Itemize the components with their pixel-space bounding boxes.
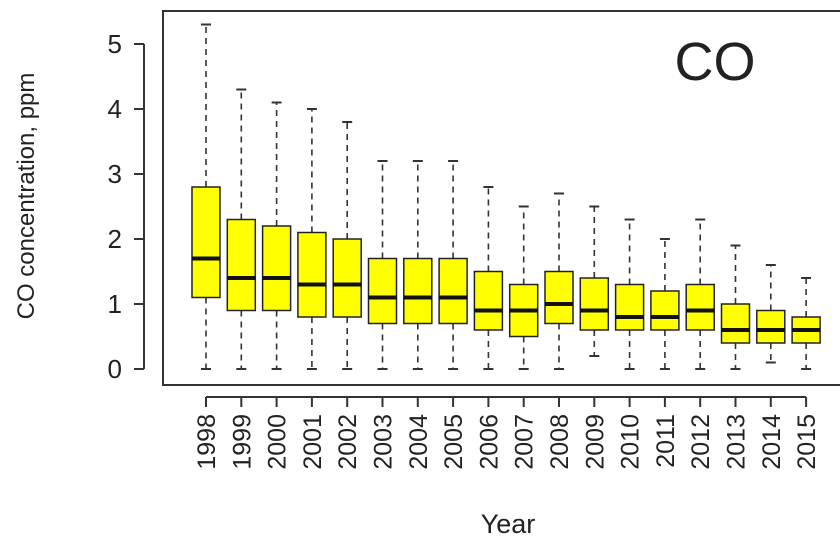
iqr-box <box>403 257 433 325</box>
plot-frame <box>162 10 840 386</box>
x-tick-label: 2004 <box>405 414 433 470</box>
iqr-box <box>614 283 645 331</box>
iqr-box <box>261 225 292 312</box>
x-tick-label: 2001 <box>299 414 327 470</box>
box-2003 <box>367 160 398 370</box>
x-tick-label: 2008 <box>546 414 574 470</box>
box-2008 <box>544 192 574 370</box>
x-tick-label: 2014 <box>758 414 786 470</box>
chart-annotation: CO <box>675 32 756 92</box>
x-tick-label: 2002 <box>334 414 362 470</box>
box-2005 <box>438 160 468 370</box>
x-tick-label: 2010 <box>617 414 645 470</box>
box-2002 <box>332 121 362 370</box>
box-2009 <box>579 205 610 357</box>
box-2006 <box>473 186 504 370</box>
box-1999 <box>226 88 257 370</box>
iqr-box <box>579 277 610 331</box>
box-2001 <box>297 108 327 370</box>
iqr-box <box>367 257 398 325</box>
x-tick-label: 2000 <box>264 414 292 470</box>
box-2012 <box>685 218 715 370</box>
iqr-box <box>226 218 257 312</box>
iqr-box <box>544 270 574 325</box>
box-1998 <box>191 23 221 370</box>
x-tick-label: 2007 <box>511 414 539 470</box>
x-tick-label: 1998 <box>193 414 221 470</box>
x-tick-label: 2005 <box>440 414 468 470</box>
y-tick-label: 2 <box>108 224 122 254</box>
y-tick-label: 5 <box>108 29 122 59</box>
iqr-box <box>438 257 468 325</box>
iqr-box <box>685 283 715 331</box>
x-tick-label: 2006 <box>475 414 503 470</box>
x-tick-label: 2009 <box>581 414 609 470</box>
box-2013 <box>720 244 751 370</box>
y-tick-label: 3 <box>108 159 122 189</box>
x-tick-label: 2013 <box>723 414 751 470</box>
box-2010 <box>614 218 645 370</box>
x-tick-label: 2011 <box>652 414 680 468</box>
y-axis-label: CO concentration, ppm <box>13 73 40 320</box>
iqr-box <box>473 270 504 331</box>
y-tick-label: 1 <box>108 289 122 319</box>
y-tick-label: 0 <box>108 354 122 384</box>
iqr-box <box>720 303 751 344</box>
x-tick-label: 2012 <box>687 414 715 470</box>
y-tick-label: 4 <box>108 94 122 124</box>
iqr-box <box>297 231 327 318</box>
iqr-box <box>191 186 221 299</box>
box-2015 <box>791 277 821 370</box>
iqr-box <box>650 290 680 331</box>
iqr-box <box>756 309 786 344</box>
x-tick-label: 1999 <box>228 414 256 470</box>
box-2007 <box>508 205 539 370</box>
x-axis-label: Year <box>481 509 536 538</box>
x-tick-label: 2003 <box>370 414 398 470</box>
box-2000 <box>261 101 292 370</box>
box-2011 <box>650 238 680 370</box>
box-2014 <box>756 264 786 364</box>
x-tick-label: 2015 <box>793 414 821 470</box>
box-2004 <box>403 160 433 370</box>
iqr-box <box>332 238 362 318</box>
